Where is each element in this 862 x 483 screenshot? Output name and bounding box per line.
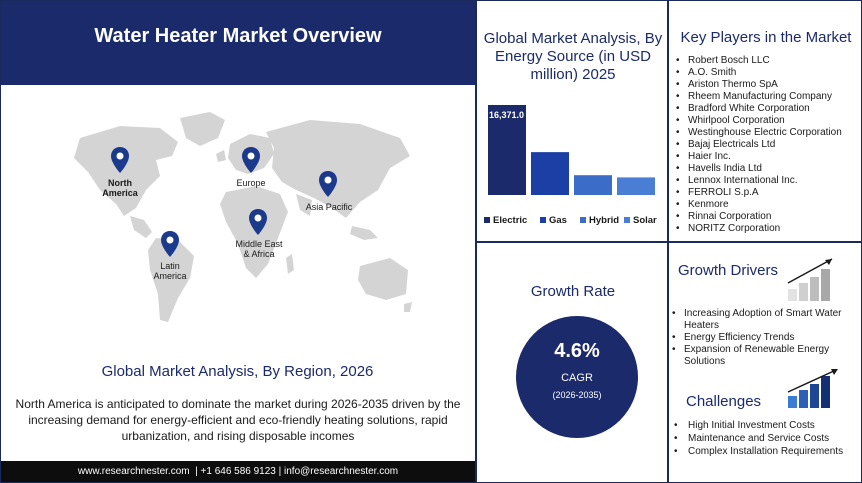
challenges-list: High Initial Investment Costs Maintenanc… <box>670 419 856 458</box>
key-players-list: Robert Bosch LLC A.O. Smith Ariston Ther… <box>676 55 860 235</box>
north-america-label: North America <box>100 178 140 198</box>
region-analysis-title: Global Market Analysis, By Region, 2026 <box>101 363 374 380</box>
list-item: Rinnai Corporation <box>676 211 860 223</box>
key-players-title: Key Players in the Market <box>680 29 852 46</box>
north-america-label-line1: North <box>108 178 132 188</box>
data-label-electric: 16,371.0 <box>489 110 524 120</box>
list-item: Increasing Adoption of Smart Water Heate… <box>670 308 856 332</box>
list-item: FERROLI S.p.A <box>676 187 860 199</box>
region-analysis-text: North America is anticipated to dominate… <box>15 397 461 443</box>
legend-label-electric: Electric <box>493 215 527 226</box>
cagr-value: 4.6% <box>554 340 600 362</box>
chart-title: Global Market Analysis, By Energy Source… <box>483 30 663 83</box>
list-item: Bajaj Electricals Ltd <box>676 139 860 151</box>
page-title: Water Heater Market Overview <box>94 24 382 47</box>
footer-contact: www.researchnester.com | +1 646 586 9123… <box>1 461 475 482</box>
north-america-pin-icon <box>111 147 129 173</box>
cagr-period: (2026-2035) <box>552 390 602 400</box>
energy-source-chart: 16,371.0 Electric Gas Hybrid Solar <box>484 105 657 226</box>
growth-drivers-title: Growth Drivers <box>678 262 779 279</box>
asia-pacific-label: Asia Pacific <box>305 202 353 212</box>
bar-hybrid <box>574 175 612 195</box>
middle-east-africa-label: Middle East & Africa <box>232 239 286 259</box>
list-item: High Initial Investment Costs <box>670 419 856 432</box>
legend-label-gas: Gas <box>549 215 567 226</box>
footer-contact-text: www.researchnester.com | +1 646 586 9123… <box>77 466 399 477</box>
title-band: Water Heater Market Overview <box>1 1 475 85</box>
north-america-label-line2: America <box>102 188 138 198</box>
latin-america-label-line2: America <box>153 271 187 281</box>
growth-drivers-list: Increasing Adoption of Smart Water Heate… <box>670 308 856 368</box>
bar-electric <box>488 105 526 195</box>
latin-america-pin-icon <box>161 231 179 257</box>
middle-east-africa-label-line2: & Africa <box>243 249 275 259</box>
legend-swatch-hybrid <box>580 217 586 223</box>
legend-label-solar: Solar <box>633 215 657 226</box>
asia-pacific-pin-icon <box>319 171 337 197</box>
legend-swatch-electric <box>484 217 490 223</box>
list-item: Ariston Thermo SpA <box>676 79 860 91</box>
latin-america-label-line1: Latin <box>160 261 180 271</box>
list-item: Westinghouse Electric Corporation <box>676 127 860 139</box>
middle-east-africa-label-line1: Middle East <box>235 239 283 249</box>
divider-horizontal <box>475 241 862 243</box>
latin-america-label: Latin America <box>150 261 190 281</box>
legend-swatch-gas <box>540 217 546 223</box>
list-item: Maintenance and Service Costs <box>670 432 856 445</box>
list-item: Energy Efficiency Trends <box>670 332 856 344</box>
bar-solar <box>617 177 655 195</box>
europe-pin-icon <box>242 147 260 173</box>
list-item: Haier Inc. <box>676 151 860 163</box>
list-item: Bradford White Corporation <box>676 103 860 115</box>
cagr-label: CAGR <box>561 372 593 384</box>
growth-rate-title: Growth Rate <box>530 283 616 300</box>
growth-bars-grey-icon <box>787 258 833 301</box>
cagr-circle: 4.6% CAGR (2026-2035) <box>516 316 638 438</box>
bar-gas <box>531 152 569 195</box>
list-item: A.O. Smith <box>676 67 860 79</box>
legend-label-hybrid: Hybrid <box>589 215 619 226</box>
list-item: Kenmore <box>676 199 860 211</box>
list-item: Whirlpool Corporation <box>676 115 860 127</box>
challenges-title: Challenges <box>686 393 762 410</box>
list-item: Lennox International Inc. <box>676 175 860 187</box>
list-item: Complex Installation Requirements <box>670 445 856 458</box>
list-item: NORITZ Corporation <box>676 223 860 235</box>
world-map-shape <box>74 112 412 322</box>
europe-label: Europe <box>236 178 266 188</box>
list-item: Rheem Manufacturing Company <box>676 91 860 103</box>
legend-swatch-solar <box>624 217 630 223</box>
list-item: Havells India Ltd <box>676 163 860 175</box>
middle-east-africa-pin-icon <box>249 209 267 235</box>
growth-bars-blue-icon <box>787 369 838 408</box>
world-map: North America Europe Asia Pacific Middle … <box>60 98 420 338</box>
list-item: Robert Bosch LLC <box>676 55 860 67</box>
list-item: Expansion of Renewable Energy Solutions <box>670 344 856 368</box>
